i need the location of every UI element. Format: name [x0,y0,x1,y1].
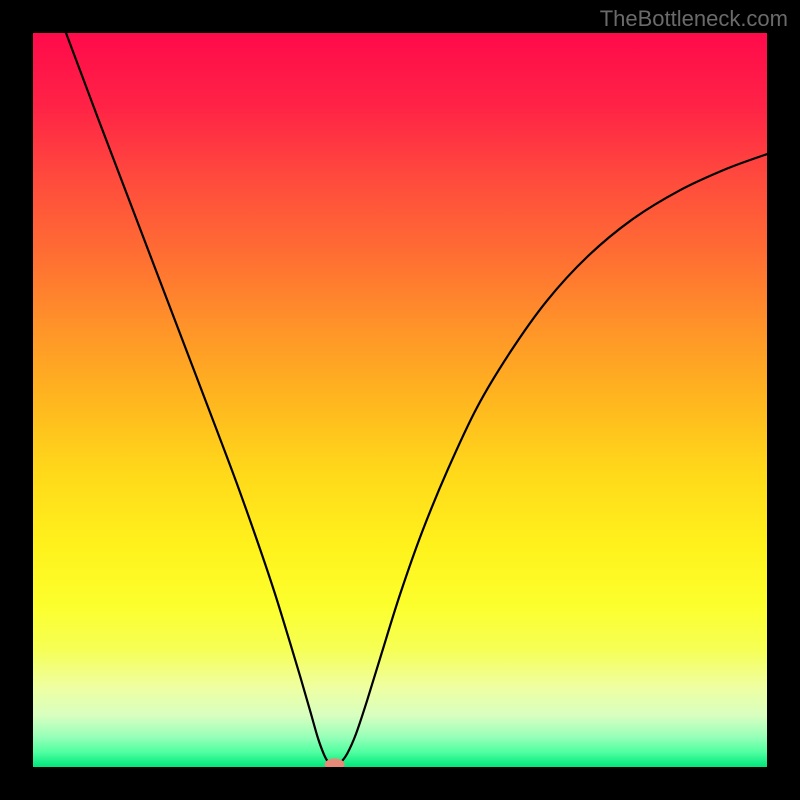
chart-frame: TheBottleneck.com [0,0,800,800]
watermark-text: TheBottleneck.com [600,6,788,32]
optimum-marker [325,758,345,770]
bottleneck-chart [0,0,800,800]
plot-background [33,33,767,767]
